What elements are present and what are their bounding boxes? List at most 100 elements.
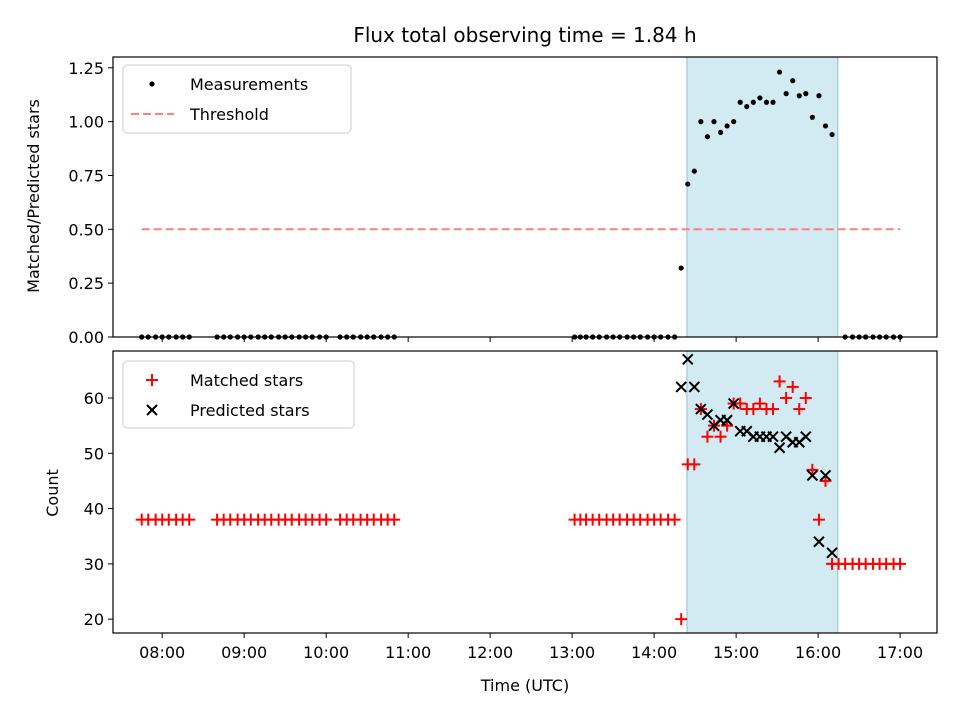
bottom-ylabel: Count	[43, 469, 62, 517]
chart-title: Flux total observing time = 1.84 h	[353, 23, 696, 47]
x-axis-label: Time (UTC)	[480, 676, 569, 695]
matched-point	[773, 375, 786, 388]
x-tick-label: 13:00	[549, 643, 595, 662]
matched-point	[894, 557, 907, 570]
measurement-point	[829, 131, 835, 138]
top-y-tick-label: 1.25	[68, 59, 104, 78]
matched-point	[767, 403, 780, 416]
top-legend: Measurements Threshold	[122, 64, 352, 134]
top-legend-box	[122, 64, 352, 134]
matched-point	[819, 474, 832, 487]
matched-point	[688, 458, 701, 471]
measurement-point	[809, 114, 815, 120]
matched-point	[721, 419, 734, 432]
matched-points	[135, 375, 907, 626]
predicted-point	[800, 430, 812, 443]
measurement-point	[717, 129, 724, 135]
measurement-point	[822, 123, 829, 129]
legend-predicted-label: Predicted stars	[190, 401, 310, 420]
matched-point	[701, 430, 714, 443]
legend-predicted-marker	[146, 404, 158, 416]
predicted-point	[767, 430, 779, 443]
measurement-point	[685, 181, 691, 187]
legend-measurements-marker	[149, 81, 155, 87]
x-tick-label: 17:00	[877, 643, 923, 662]
legend-measurements-label: Measurements	[190, 75, 308, 94]
measurement-point	[770, 99, 776, 105]
legend-threshold-label: Threshold	[189, 105, 269, 124]
matched-point	[734, 397, 747, 410]
predicted-point	[688, 381, 701, 393]
top-observing-window	[686, 56, 839, 338]
measurement-point	[803, 91, 809, 97]
matched-point	[675, 613, 688, 626]
predicted-point	[682, 353, 694, 366]
measurement-point	[750, 99, 756, 105]
bottom-axes-frame	[112, 350, 938, 634]
x-tick-label: 08:00	[139, 643, 185, 662]
measurement-point	[711, 119, 717, 125]
bottom-y-tick-label: 30	[84, 555, 104, 574]
matched-point	[793, 403, 806, 416]
measurement-point	[678, 265, 684, 271]
top-ylabel: Matched/Predicted stars	[24, 99, 43, 293]
measurement-point	[816, 93, 822, 99]
matched-point	[183, 513, 196, 526]
predicted-point	[773, 442, 786, 454]
matched-point	[786, 380, 799, 393]
matched-point	[320, 513, 333, 526]
x-tick-label: 15:00	[713, 643, 759, 662]
predicted-point	[701, 408, 714, 421]
matched-point	[799, 392, 812, 404]
matched-point	[714, 430, 727, 443]
x-tick-label: 12:00	[467, 643, 513, 662]
top-y-tick-label: 0.75	[68, 166, 104, 185]
predicted-point	[813, 536, 825, 548]
bottom-panel: 08:00 09:00 10:00 11:00 12:00 13:00 14:00 15:00…	[43, 350, 938, 695]
bottom-axis-ticks: 08:00 09:00 10:00 11:00 12:00 13:00 14:00 15:00…	[84, 389, 924, 662]
bottom-legend-box	[122, 360, 355, 429]
measurement-point	[731, 119, 737, 125]
top-axes-frame	[112, 56, 938, 338]
predicted-point	[675, 381, 687, 393]
predicted-points	[675, 353, 838, 559]
matched-point	[747, 403, 760, 416]
measurement-point	[796, 93, 802, 99]
measurement-point	[757, 95, 763, 101]
measurement-point	[724, 123, 730, 129]
bottom-legend: Matched stars Predicted stars	[122, 360, 355, 429]
bottom-y-tick-label: 40	[84, 500, 104, 519]
predicted-point	[819, 469, 832, 482]
measurement-point	[783, 91, 789, 97]
x-tick-label: 16:00	[795, 643, 841, 662]
measurement-point	[737, 99, 743, 105]
measurement-point	[698, 119, 704, 125]
top-y-tick-label: 0.50	[68, 220, 104, 239]
matched-point	[668, 513, 681, 526]
matched-point	[806, 463, 819, 476]
predicted-point	[727, 397, 740, 410]
bottom-y-tick-label: 20	[84, 610, 104, 629]
top-axis-ticks: 0.00 0.25 0.50 0.75 1.00 1.25	[68, 59, 901, 347]
top-y-tick-label: 1.00	[68, 113, 104, 132]
legend-matched-label: Matched stars	[190, 371, 303, 390]
x-tick-label: 10:00	[303, 643, 349, 662]
measurement-point	[763, 99, 770, 105]
matched-point	[780, 392, 793, 404]
measurement-point	[776, 69, 783, 75]
matched-point	[388, 513, 401, 526]
measurement-point	[704, 134, 711, 140]
x-tick-label: 09:00	[221, 643, 267, 662]
bottom-y-tick-label: 60	[84, 389, 104, 408]
bottom-observing-window	[686, 350, 839, 634]
bottom-y-tick-label: 50	[84, 444, 104, 463]
measurement-point	[790, 78, 796, 84]
top-panel: 0.00 0.25 0.50 0.75 1.00 1.25 Matched/Predict…	[24, 56, 938, 347]
matched-point	[753, 397, 766, 410]
predicted-point	[806, 469, 819, 482]
predicted-point	[826, 547, 838, 559]
top-y-tick-label: 0.25	[68, 274, 104, 293]
x-tick-label: 14:00	[631, 643, 677, 662]
legend-matched-marker	[146, 374, 158, 386]
